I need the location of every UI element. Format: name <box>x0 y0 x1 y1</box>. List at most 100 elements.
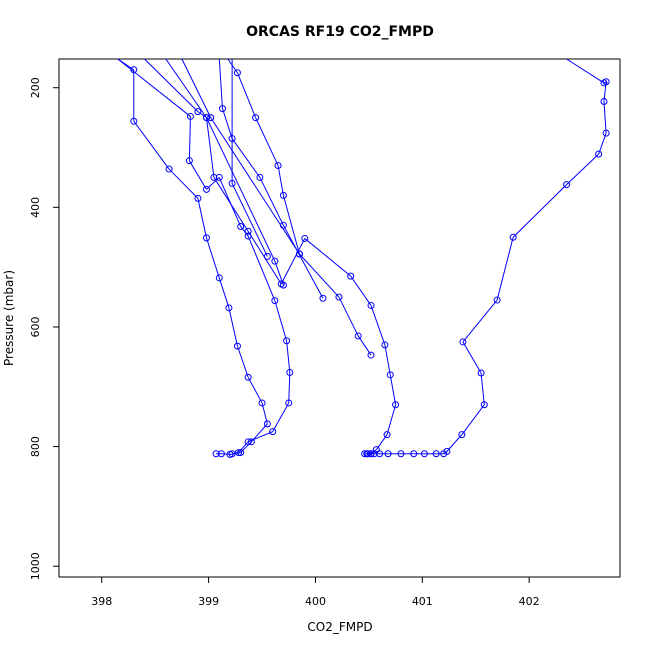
series-segment <box>598 133 607 155</box>
x-tick-label: 400 <box>305 595 326 608</box>
y-tick-label: 800 <box>29 436 42 457</box>
data-point <box>600 97 608 105</box>
data-point <box>440 450 448 458</box>
series-segment <box>566 153 599 185</box>
y-tick-label: 400 <box>29 197 42 218</box>
series-segment <box>247 431 273 443</box>
series-segment <box>259 177 284 226</box>
series-segment <box>205 237 220 279</box>
data-point <box>367 351 375 359</box>
series-segment <box>255 117 279 166</box>
data-point <box>602 129 610 137</box>
data-point <box>212 450 220 458</box>
data-point <box>233 69 241 77</box>
series-segment <box>496 237 514 301</box>
data-point <box>130 117 138 125</box>
series-2 <box>117 58 294 458</box>
data-point <box>217 450 225 458</box>
series-segment <box>446 434 463 452</box>
series-segment <box>286 340 291 373</box>
series-7 <box>227 58 303 258</box>
y-tick-label: 200 <box>29 77 42 98</box>
data-point <box>274 161 282 169</box>
plot-frame <box>58 58 621 578</box>
series-segment <box>210 117 300 255</box>
series-8 <box>228 59 271 260</box>
data-point <box>202 234 210 242</box>
x-tick-label: 399 <box>198 595 219 608</box>
data-point <box>202 114 210 122</box>
chart-title: ORCAS RF19 CO2_FMPD <box>246 24 434 40</box>
data-point <box>207 114 215 122</box>
series-segment <box>277 165 284 196</box>
data-point <box>237 222 245 230</box>
data-point <box>602 78 610 86</box>
data-point <box>432 450 440 458</box>
data-point <box>233 342 241 350</box>
series-segment <box>181 58 212 118</box>
data-point <box>347 272 355 280</box>
series-segment <box>357 335 372 356</box>
series-segment <box>218 58 223 109</box>
data-point <box>384 450 392 458</box>
data-point <box>383 431 391 439</box>
data-point <box>295 250 303 258</box>
data-point <box>252 114 260 122</box>
x-axis: 398 399 400 401 402 <box>91 577 540 608</box>
data-point <box>477 369 485 377</box>
series-segment <box>272 402 290 432</box>
series-3 <box>144 58 400 458</box>
series-segment <box>384 344 391 375</box>
data-point <box>279 191 287 199</box>
series-segment <box>280 238 306 285</box>
series-segment <box>247 235 276 301</box>
data-point <box>319 294 327 302</box>
data-point <box>269 428 277 436</box>
data-point <box>361 450 369 458</box>
data-point <box>228 179 236 187</box>
series-segment <box>188 160 207 190</box>
data-point <box>244 438 252 446</box>
series-segment <box>133 120 170 170</box>
y-tick-label: 1000 <box>29 552 42 580</box>
series-segment <box>117 58 191 117</box>
data-point <box>235 449 243 457</box>
data-point <box>480 401 488 409</box>
y-axis-label: Pressure (mbar) <box>2 270 16 366</box>
series-segment <box>165 58 207 118</box>
data-point <box>271 297 279 305</box>
data-point <box>563 181 571 189</box>
series-segment <box>197 198 207 238</box>
data-point <box>279 281 287 289</box>
data-point <box>285 399 293 407</box>
series-segment <box>188 116 191 161</box>
data-point <box>210 173 218 181</box>
data-point <box>410 450 418 458</box>
series-segment <box>299 253 340 298</box>
data-point <box>244 227 252 235</box>
series-segment <box>240 441 252 453</box>
data-point <box>376 450 384 458</box>
series-segment <box>197 111 207 119</box>
data-point <box>271 257 279 265</box>
series-segment <box>247 376 263 404</box>
data-point <box>185 157 193 165</box>
data-point <box>335 293 343 301</box>
series-segment <box>221 453 231 455</box>
data-point <box>194 194 202 202</box>
series-segment <box>218 277 230 308</box>
series-segment <box>350 275 372 306</box>
data-point <box>218 105 226 113</box>
data-point <box>595 150 603 158</box>
data-point <box>244 373 252 381</box>
data-point <box>509 233 517 241</box>
data-point <box>354 332 362 340</box>
series-segment <box>206 117 276 262</box>
data-point <box>202 185 210 193</box>
series-segment <box>213 177 249 232</box>
x-tick-label: 402 <box>519 595 540 608</box>
series-segment <box>480 372 485 405</box>
series-segment <box>282 225 324 299</box>
series-segment <box>461 404 485 435</box>
